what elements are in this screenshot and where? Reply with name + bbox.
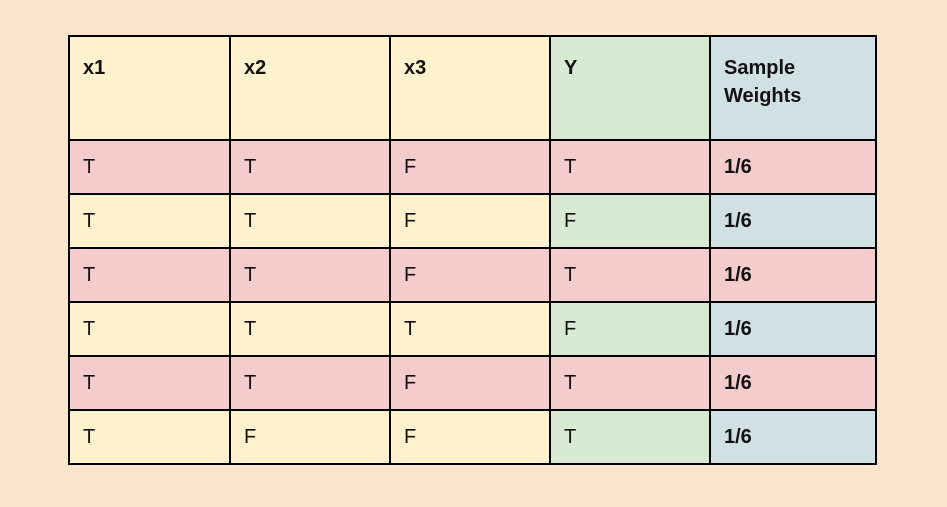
header-row: x1 x2 x3 Y Sample Weights bbox=[68, 35, 877, 141]
cell-x3: T bbox=[389, 301, 551, 357]
cell-x3: F bbox=[389, 193, 551, 249]
table-row: T T F F 1/6 bbox=[68, 193, 877, 249]
cell-weight: 1/6 bbox=[709, 409, 877, 465]
table-row: T T F T 1/6 bbox=[68, 247, 877, 303]
cell-x1: T bbox=[68, 247, 231, 303]
cell-x1: T bbox=[68, 301, 231, 357]
cell-x3: F bbox=[389, 355, 551, 411]
cell-x2: T bbox=[229, 301, 391, 357]
header-y: Y bbox=[549, 35, 711, 141]
sample-weights-table: x1 x2 x3 Y Sample Weights T T F T 1/6 T T F F 1/6… bbox=[68, 35, 877, 465]
cell-x1: T bbox=[68, 193, 231, 249]
cell-x2: T bbox=[229, 247, 391, 303]
cell-x1: T bbox=[68, 409, 231, 465]
table-row: T T F T 1/6 bbox=[68, 139, 877, 195]
cell-y: T bbox=[549, 409, 711, 465]
table-row: T T T F 1/6 bbox=[68, 301, 877, 357]
cell-weight: 1/6 bbox=[709, 301, 877, 357]
header-x2: x2 bbox=[229, 35, 391, 141]
table-row: T F F T 1/6 bbox=[68, 409, 877, 465]
cell-weight: 1/6 bbox=[709, 247, 877, 303]
cell-x1: T bbox=[68, 355, 231, 411]
cell-x2: F bbox=[229, 409, 391, 465]
header-x1: x1 bbox=[68, 35, 231, 141]
cell-weight: 1/6 bbox=[709, 355, 877, 411]
cell-x3: F bbox=[389, 247, 551, 303]
header-sample-weights: Sample Weights bbox=[709, 35, 877, 141]
cell-weight: 1/6 bbox=[709, 139, 877, 195]
cell-weight: 1/6 bbox=[709, 193, 877, 249]
cell-y: T bbox=[549, 139, 711, 195]
cell-x2: T bbox=[229, 139, 391, 195]
cell-x1: T bbox=[68, 139, 231, 195]
cell-y: F bbox=[549, 193, 711, 249]
cell-x2: T bbox=[229, 355, 391, 411]
cell-x3: F bbox=[389, 409, 551, 465]
header-x3: x3 bbox=[389, 35, 551, 141]
cell-y: T bbox=[549, 247, 711, 303]
cell-x2: T bbox=[229, 193, 391, 249]
table-row: T T F T 1/6 bbox=[68, 355, 877, 411]
cell-x3: F bbox=[389, 139, 551, 195]
cell-y: F bbox=[549, 301, 711, 357]
cell-y: T bbox=[549, 355, 711, 411]
